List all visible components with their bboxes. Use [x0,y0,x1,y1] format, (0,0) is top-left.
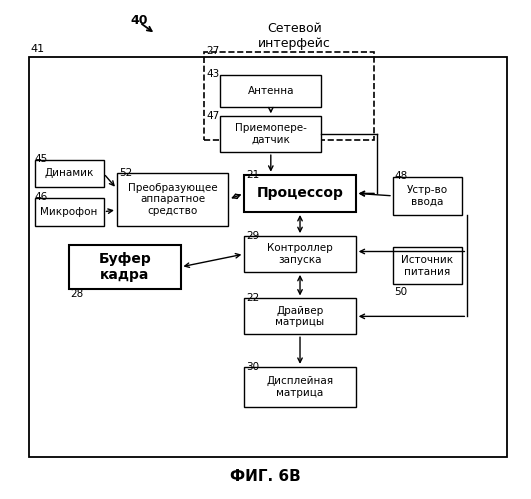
Text: 48: 48 [394,171,407,181]
Bar [244,298,356,334]
Bar [204,52,374,140]
Text: 52: 52 [119,168,133,178]
Text: Преобразующее
аппаратное
средство: Преобразующее аппаратное средство [128,183,217,216]
Text: Дисплейная
матрица: Дисплейная матрица [267,376,333,398]
Text: Сетевой
интерфейс: Сетевой интерфейс [258,22,331,50]
Bar [35,198,104,226]
Bar [117,173,228,226]
Text: 46: 46 [35,192,48,202]
Text: 21: 21 [246,170,259,180]
Bar [393,177,462,215]
Bar [244,367,356,407]
Text: Контроллер
запуска: Контроллер запуска [267,243,333,265]
Text: Источник
питания: Источник питания [401,255,453,276]
Text: 22: 22 [246,293,259,303]
Text: 47: 47 [206,111,219,121]
Text: 41: 41 [31,44,45,54]
Text: 30: 30 [246,362,259,372]
Bar [244,175,356,212]
Text: Микрофон: Микрофон [40,207,98,217]
Text: Приемопере-
датчик: Приемопере- датчик [235,123,307,145]
Text: ФИГ. 6В: ФИГ. 6В [230,469,301,484]
Text: 28: 28 [71,289,84,299]
Text: Динамик: Динамик [45,168,93,179]
Text: 27: 27 [206,46,219,56]
Text: Буфер
кадра: Буфер кадра [98,252,151,282]
Bar [220,116,321,152]
Text: Антенна: Антенна [247,86,294,96]
Bar [69,245,181,289]
Bar [35,160,104,187]
Bar [393,247,462,284]
Bar [29,57,507,457]
Text: 50: 50 [394,287,407,297]
Text: Драйвер
матрицы: Драйвер матрицы [276,305,324,327]
Text: 43: 43 [206,69,219,79]
Text: 45: 45 [35,154,48,164]
Text: 29: 29 [246,231,259,241]
Text: Устр-во
ввода: Устр-во ввода [407,185,448,207]
Text: 40: 40 [130,14,148,27]
Bar [220,75,321,107]
Bar [244,236,356,272]
Text: Процессор: Процессор [256,186,344,201]
